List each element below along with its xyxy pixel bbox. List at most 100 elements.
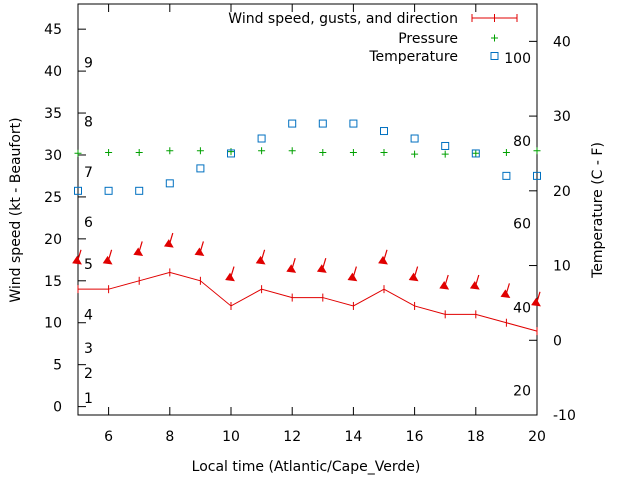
wind-direction-arrow-head [133,247,144,257]
temperature-point [318,119,327,128]
y-left-tick-label: 35 [44,106,62,122]
temperature-point [410,134,419,143]
pressure-point [441,150,449,158]
legend-pressure-symbol [491,34,498,42]
beaufort-label: 8 [84,114,93,130]
wind-direction-arrow-head [225,272,235,282]
pressure-point [258,147,266,155]
pressure-point [533,147,541,155]
wind-direction-arrow-head [378,255,388,265]
beaufort-label: 3 [84,341,93,357]
y-right-tick-label: 20 [553,184,571,200]
wind-direction-arrow-shaft [414,266,419,277]
legend-label: Pressure [398,31,458,47]
wind-direction-arrow-head [194,247,205,257]
plot-frame [77,3,538,416]
wind-direction-arrow-head [316,264,327,273]
y-left-tick-label: 25 [44,190,62,206]
pressure-point [74,149,82,157]
pressure-point [288,147,296,155]
axes-ticks: 6 8 10 12 14 16 18 20051015202530354045-1001020… [44,4,576,445]
temperature-point [533,171,541,180]
temperature-point [165,179,174,188]
temperature-point [471,149,480,158]
x-tick-label: 14 [344,429,362,445]
pressure-point [411,150,419,158]
y-right-tick-label: 40 [553,34,571,50]
wind-direction-arrow-shaft [108,249,113,260]
x-tick-label: 20 [528,429,546,445]
temperature-point [257,134,266,143]
y-axis-left-label: Wind speed (kt - Beaufort) [8,117,24,302]
y-left-tick-label: 20 [44,232,62,248]
legend: Wind speed, gusts, and direction Pressure… [228,11,518,65]
wind-direction-arrow-head [286,264,297,273]
wind-direction-arrow-shaft [138,241,143,252]
wind-direction-arrow-shaft [230,266,235,277]
y-right-tick-label: 0 [553,333,562,349]
wind-direction-arrow-shaft [291,258,296,269]
y-left-tick-label: 5 [53,358,62,374]
temperature-point [104,186,113,195]
wind-direction-arrow-shaft [199,241,204,252]
pressure-point [105,148,113,156]
pressure-point [319,148,327,156]
wind-direction-arrow-shaft [77,249,82,260]
x-tick-label: 16 [406,429,424,445]
wind-direction-arrow-shaft [322,258,327,269]
pressure-point [472,149,480,157]
x-tick-label: 18 [467,429,485,445]
y-left-tick-label: 0 [53,400,62,416]
wind-direction-arrow-head [500,289,511,298]
wind-direction-arrow-head [469,281,480,290]
y-right-tick-label: 10 [553,259,571,275]
temperature-point [74,186,82,195]
beaufort-label: 1 [84,391,93,407]
beaufort-label: 5 [84,257,93,273]
temperature-point [135,186,144,195]
wind-direction-arrow-head [347,272,358,282]
fahrenheit-label: 80 [513,134,531,150]
x-tick-label: 10 [222,429,240,445]
wind-direction-arrow-head [531,297,541,307]
beaufort-label: 6 [84,215,93,231]
wind-direction-arrow-shaft [169,232,174,244]
wind-direction-arrow-head [255,255,266,265]
wind-speed-line [78,271,538,332]
plot-area [77,3,538,416]
wind-direction-arrow-head [408,272,419,282]
legend-label: Temperature [368,49,458,65]
pressure-point [380,148,388,156]
wind-direction-arrow-shaft [352,266,357,277]
wind-direction-arrow-head [102,255,113,265]
y-right-tick-label: -10 [553,408,576,424]
wind-direction-arrow-shaft [536,291,541,302]
x-tick-label: 8 [165,429,174,445]
y-left-tick-label: 15 [44,274,62,290]
temperature-point [288,119,297,128]
wind-direction-arrow-head [439,281,450,290]
wind-direction-arrow-shaft [444,274,449,286]
temperature-point [349,119,358,128]
y-left-tick-label: 40 [44,64,62,80]
y-left-tick-label: 10 [44,316,62,332]
beaufort-label: 9 [84,56,93,72]
legend-temperature-symbol [490,52,499,60]
wind-direction-arrow-shaft [475,274,480,286]
x-axis-label: Local time (Atlantic/Cape_Verde) [192,459,421,475]
x-tick-label: 12 [283,429,301,445]
fahrenheit-label: 60 [513,217,531,233]
pressure-point [196,147,204,155]
pressure-point [227,148,235,156]
wind-direction-arrow-head [163,239,174,248]
temperature-point [380,127,388,136]
series-layer [72,119,541,336]
y-right-tick-label: 30 [553,109,571,125]
wind-direction-arrow-head [72,255,82,265]
wind-direction-arrow-shaft [383,249,388,260]
x-tick-label: 6 [104,429,113,445]
y-left-tick-label: 45 [44,22,62,38]
pressure-point [135,148,143,156]
fahrenheit-label: 100 [504,51,531,67]
